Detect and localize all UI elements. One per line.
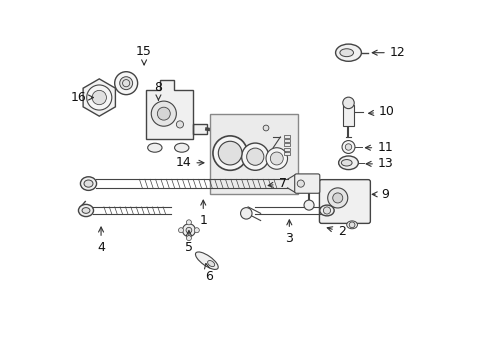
Circle shape — [341, 140, 354, 153]
Circle shape — [342, 97, 353, 109]
Circle shape — [265, 148, 287, 169]
Text: 3: 3 — [285, 220, 293, 245]
Ellipse shape — [82, 208, 90, 213]
Circle shape — [120, 77, 132, 90]
Circle shape — [297, 180, 304, 187]
Bar — [284, 139, 290, 142]
Circle shape — [182, 224, 195, 237]
Circle shape — [151, 101, 176, 126]
Circle shape — [218, 141, 242, 165]
Circle shape — [270, 152, 283, 165]
Text: 8: 8 — [154, 81, 162, 100]
Polygon shape — [145, 80, 206, 139]
Text: 12: 12 — [371, 46, 405, 59]
Ellipse shape — [335, 44, 361, 61]
Circle shape — [186, 235, 191, 240]
Text: 4: 4 — [97, 227, 105, 254]
Ellipse shape — [84, 180, 93, 187]
Circle shape — [348, 222, 354, 228]
Ellipse shape — [174, 143, 188, 152]
Circle shape — [86, 85, 112, 110]
Circle shape — [176, 121, 183, 128]
FancyBboxPatch shape — [294, 174, 319, 193]
Circle shape — [185, 227, 191, 233]
Circle shape — [240, 208, 251, 219]
Text: 1: 1 — [199, 200, 207, 227]
Ellipse shape — [346, 221, 357, 229]
Bar — [343, 105, 353, 126]
Circle shape — [332, 193, 342, 203]
Circle shape — [241, 143, 268, 170]
Text: 10: 10 — [368, 105, 394, 118]
Circle shape — [345, 144, 351, 150]
Text: 7: 7 — [267, 177, 286, 190]
Text: 5: 5 — [184, 231, 193, 254]
Circle shape — [194, 228, 199, 233]
Ellipse shape — [319, 205, 333, 216]
Text: 2: 2 — [326, 225, 345, 238]
Bar — [284, 152, 290, 155]
Circle shape — [115, 72, 137, 95]
Ellipse shape — [80, 177, 96, 190]
Circle shape — [186, 220, 191, 225]
Circle shape — [178, 228, 183, 233]
Text: 16: 16 — [70, 91, 93, 104]
Ellipse shape — [338, 156, 358, 170]
Polygon shape — [83, 79, 115, 116]
Ellipse shape — [78, 204, 93, 217]
Bar — [210, 114, 298, 194]
Text: 11: 11 — [365, 141, 392, 154]
Circle shape — [327, 188, 347, 208]
Circle shape — [323, 207, 330, 214]
Ellipse shape — [341, 159, 351, 166]
Ellipse shape — [147, 143, 162, 152]
Ellipse shape — [207, 261, 214, 267]
Circle shape — [246, 148, 264, 165]
Bar — [284, 148, 290, 150]
Text: 15: 15 — [136, 45, 152, 65]
Text: 14: 14 — [175, 156, 203, 169]
Circle shape — [92, 90, 106, 105]
Circle shape — [304, 200, 313, 210]
FancyBboxPatch shape — [319, 180, 369, 224]
Text: 13: 13 — [366, 157, 393, 170]
Bar — [284, 143, 290, 146]
Bar — [284, 135, 290, 138]
Ellipse shape — [195, 252, 218, 269]
Ellipse shape — [339, 49, 353, 57]
Text: 9: 9 — [371, 188, 388, 201]
Text: 6: 6 — [204, 264, 212, 283]
Circle shape — [212, 136, 247, 170]
Circle shape — [157, 107, 170, 120]
Circle shape — [263, 125, 268, 131]
